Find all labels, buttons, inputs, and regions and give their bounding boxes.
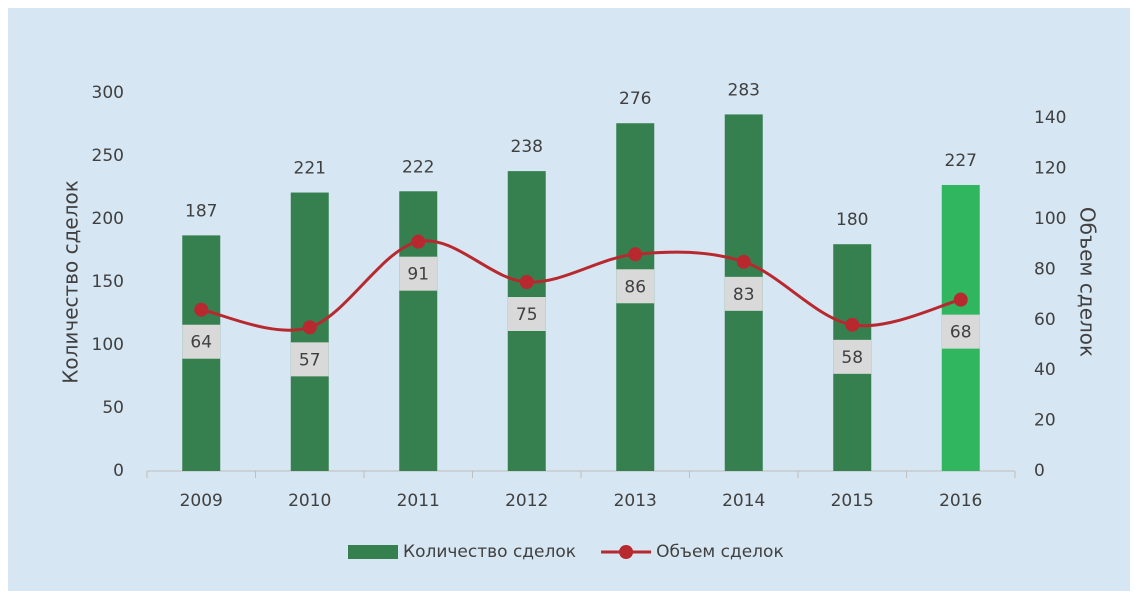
line-marker [628,247,643,262]
x-tick-label: 2011 [397,491,440,511]
x-tick-label: 2010 [288,491,331,511]
legend-label: Объем сделок [656,542,784,562]
y2-tick-label: 0 [1034,461,1045,481]
y-tick-label: 50 [102,398,124,418]
y-axis-title: Количество сделок [59,180,83,384]
bar-value-label: 221 [294,159,326,179]
bar-value-label: 222 [402,157,434,177]
x-tick-label: 2015 [831,491,874,511]
line-marker [736,254,751,269]
y2-tick-label: 40 [1034,360,1056,380]
y2-tick-label: 120 [1034,159,1066,179]
bar-value-label: 276 [619,89,651,109]
line-value-label: 68 [950,323,972,343]
value-label-box [507,297,546,331]
x-tick-label: 2012 [505,491,548,511]
legend-marker [619,545,634,559]
value-label-box [941,314,980,349]
line-marker [194,302,209,317]
line-marker [519,275,534,289]
y-tick-label: 250 [92,146,124,166]
line-value-label: 58 [841,348,863,368]
legend-swatch [348,545,398,559]
line-value-label: 83 [733,285,755,305]
x-tick-label: 2016 [939,491,982,511]
y2-tick-label: 20 [1034,411,1056,431]
bar-value-label: 238 [511,137,543,157]
bar-value-label: 187 [185,201,217,221]
x-tick-label: 2009 [180,491,223,511]
y2-tick-label: 60 [1034,310,1056,330]
bar [399,191,438,471]
value-label-box [182,324,221,359]
y2-axis-title: Объем сделок [1076,207,1100,357]
bar-value-label: 180 [836,210,868,230]
line-marker [302,320,317,335]
line-value-label: 75 [516,305,538,325]
y-tick-label: 200 [92,209,124,229]
line-marker [411,234,426,249]
line-value-label: 57 [299,350,321,370]
y-tick-label: 150 [92,272,124,292]
line-value-label: 91 [407,265,429,285]
line-value-label: 64 [190,333,212,353]
line-marker [845,317,860,332]
x-tick-label: 2014 [722,491,765,511]
y2-tick-label: 100 [1034,209,1066,229]
value-label-box [616,269,655,304]
y-tick-label: 0 [113,461,124,481]
x-tick-label: 2013 [614,491,657,511]
bar-value-label: 227 [945,151,977,171]
y2-tick-label: 80 [1034,259,1056,279]
value-label-box [724,276,763,311]
line [200,239,962,332]
value-label-box [399,256,438,291]
value-label-box [290,342,329,377]
y-tick-label: 100 [92,335,124,355]
y2-tick-label: 140 [1034,108,1066,128]
legend-label: Количество сделок [403,542,576,562]
value-label-box [833,339,872,374]
line-value-label: 86 [624,277,646,297]
bar-value-label: 283 [728,80,760,100]
line-marker [953,292,968,307]
y-tick-label: 300 [92,83,124,103]
